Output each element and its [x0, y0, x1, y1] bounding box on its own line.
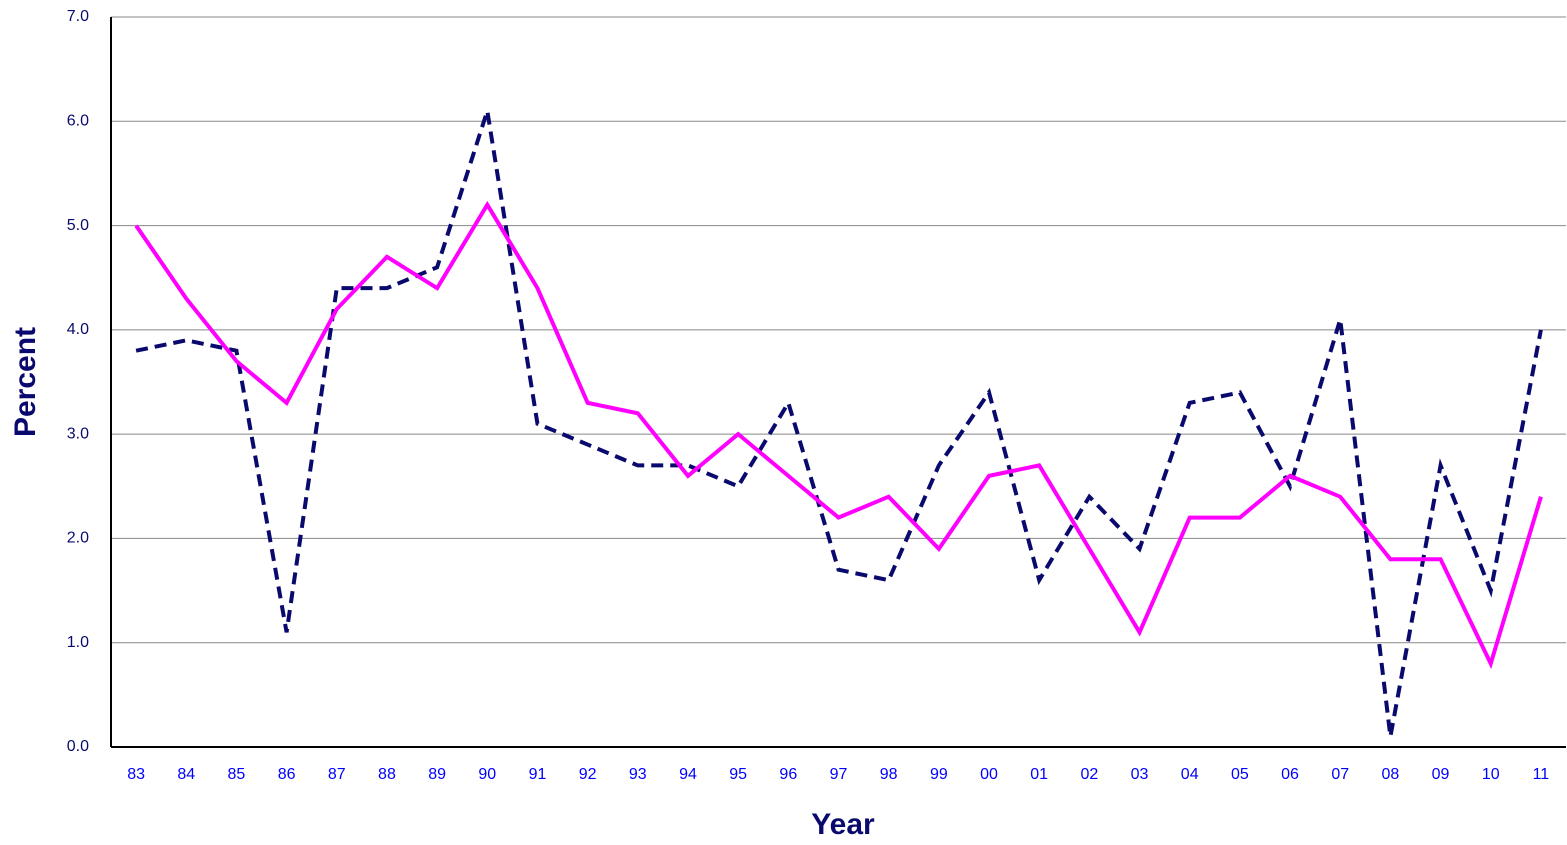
- x-tick-label: 06: [1281, 766, 1299, 783]
- x-tick-label: 83: [127, 766, 145, 783]
- x-tick-label: 92: [579, 766, 597, 783]
- y-tick-label: 2.0: [67, 530, 89, 547]
- y-tick-label: 1.0: [67, 634, 89, 651]
- x-tick-label: 84: [177, 766, 195, 783]
- series-line: [135, 110, 1543, 737]
- x-tick-label: 03: [1131, 766, 1149, 783]
- x-tick-label: 98: [880, 766, 898, 783]
- x-axis-label: Year: [811, 808, 875, 841]
- x-tick-label: 01: [1030, 766, 1048, 783]
- x-tick-label: 97: [830, 766, 848, 783]
- x-tick-label: 00: [980, 766, 998, 783]
- x-tick-label: 94: [679, 766, 697, 783]
- x-tick-label: 08: [1381, 766, 1399, 783]
- x-tick-label: 05: [1231, 766, 1249, 783]
- x-tick-label: 96: [779, 766, 797, 783]
- x-tick-label: 90: [478, 766, 496, 783]
- x-tick-label: 10: [1482, 766, 1500, 783]
- y-tick-label: 4.0: [67, 321, 89, 338]
- x-tick-label: 88: [378, 766, 396, 783]
- x-tick-label: 85: [228, 766, 246, 783]
- x-tick-label: 91: [529, 766, 547, 783]
- x-tick-label: 99: [930, 766, 948, 783]
- x-tick-label: 87: [328, 766, 346, 783]
- x-tick-label: 95: [729, 766, 747, 783]
- x-tick-label: 93: [629, 766, 647, 783]
- x-tick-label: 07: [1331, 766, 1349, 783]
- series-line: [134, 200, 1543, 670]
- y-tick-label: 3.0: [67, 425, 89, 442]
- x-tick-label: 02: [1080, 766, 1098, 783]
- x-tick-label: 11: [1533, 766, 1550, 783]
- y-tick-label: 5.0: [67, 217, 89, 234]
- y-axis-label: Percent: [9, 327, 42, 437]
- x-tick-label: 86: [278, 766, 296, 783]
- x-tick-label: 04: [1181, 766, 1199, 783]
- x-tick-label: 89: [428, 766, 446, 783]
- y-tick-label: 6.0: [67, 113, 89, 130]
- y-tick-label: 0.0: [67, 738, 89, 755]
- x-tick-label: 09: [1432, 766, 1450, 783]
- y-tick-label: 7.0: [67, 8, 89, 25]
